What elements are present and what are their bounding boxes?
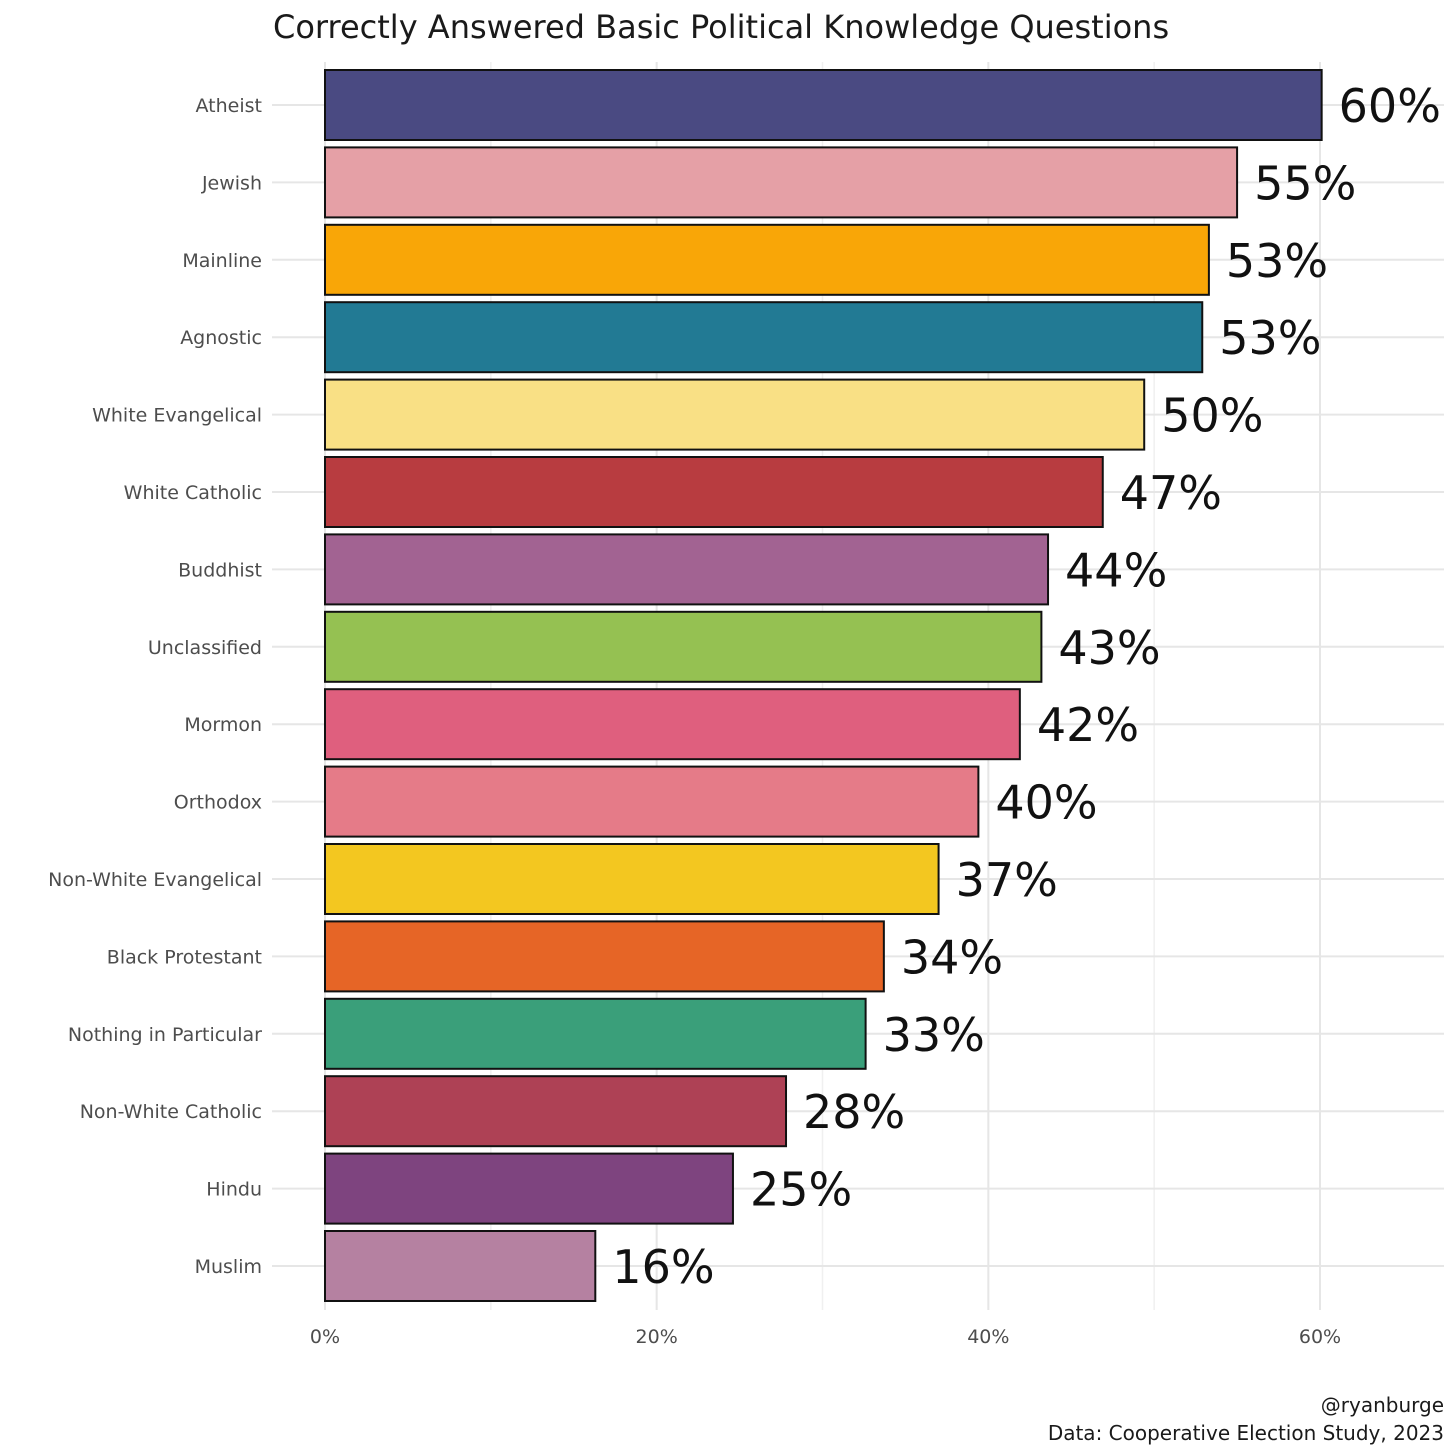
- category-label: Orthodox: [174, 792, 262, 814]
- category-label: White Evangelical: [92, 405, 262, 427]
- data-label: 53%: [1219, 311, 1321, 365]
- bar-atheist: [324, 69, 1323, 141]
- category-label: Muslim: [195, 1256, 262, 1278]
- category-label: Hindu: [206, 1179, 262, 1201]
- bar-buddhist: [324, 533, 1050, 606]
- data-label: 37%: [956, 853, 1058, 907]
- bars: [324, 69, 1323, 1302]
- data-label: 43%: [1058, 621, 1160, 675]
- caption-source: Data: Cooperative Election Study, 2023: [1048, 1421, 1444, 1445]
- data-label: 47%: [1120, 466, 1222, 520]
- x-tick-label: 60%: [1299, 1326, 1341, 1348]
- x-axis-tick-labels: 0% 20% 40% 60%: [310, 1326, 1341, 1348]
- bar-black-protestant: [324, 920, 885, 993]
- data-labels: 60% 55% 53% 53% 50% 47% 44% 43% 42% 40% 37% 34% 33% 2…: [612, 79, 1441, 1294]
- bar-non-white-evangelical: [324, 843, 940, 915]
- x-tick-label: 40%: [967, 1326, 1009, 1348]
- category-label: Unclassified: [148, 637, 262, 659]
- data-label: 55%: [1254, 156, 1356, 210]
- category-label: Black Protestant: [107, 946, 262, 968]
- bar-hindu: [324, 1152, 734, 1225]
- caption-handle: @ryanburge: [1321, 1393, 1444, 1417]
- category-label: White Catholic: [124, 482, 262, 504]
- bar-agnostic: [324, 301, 1204, 374]
- data-label: 25%: [750, 1163, 852, 1217]
- bar-jewish: [324, 146, 1239, 219]
- y-axis-labels: Atheist Jewish Mainline Agnostic White Evang…: [48, 95, 262, 1278]
- data-label: 34%: [901, 930, 1003, 984]
- category-label: Non-White Evangelical: [48, 869, 262, 891]
- data-label: 60%: [1339, 79, 1441, 133]
- data-label: 16%: [612, 1240, 714, 1294]
- bar-mainline: [324, 223, 1210, 296]
- category-label: Mainline: [182, 250, 262, 272]
- category-label: Atheist: [196, 95, 262, 117]
- category-label: Nothing in Particular: [68, 1024, 262, 1046]
- x-tick-label: 0%: [310, 1326, 340, 1348]
- data-label: 50%: [1161, 389, 1263, 443]
- data-label: 42%: [1037, 698, 1139, 752]
- bar-mormon: [324, 688, 1021, 761]
- data-label: 40%: [995, 776, 1097, 830]
- x-tick-label: 20%: [636, 1326, 678, 1348]
- data-label: 53%: [1226, 234, 1328, 288]
- chart-title: Correctly Answered Basic Political Knowl…: [273, 8, 1169, 46]
- data-label: 28%: [803, 1085, 905, 1139]
- category-label: Agnostic: [180, 327, 262, 349]
- category-label: Mormon: [184, 714, 262, 736]
- bar-white-catholic: [324, 456, 1104, 528]
- bar-orthodox: [324, 765, 980, 838]
- data-label: 44%: [1065, 543, 1167, 597]
- bar-non-white-catholic: [324, 1075, 788, 1148]
- data-label: 33%: [883, 1008, 985, 1062]
- bar-unclassified: [324, 610, 1043, 683]
- bar-muslim: [324, 1230, 597, 1302]
- category-label: Jewish: [201, 172, 262, 194]
- category-label: Non-White Catholic: [80, 1101, 262, 1123]
- bar-white-evangelical: [324, 378, 1146, 451]
- bar-nothing-in-particular: [324, 997, 867, 1070]
- category-label: Buddhist: [178, 559, 262, 581]
